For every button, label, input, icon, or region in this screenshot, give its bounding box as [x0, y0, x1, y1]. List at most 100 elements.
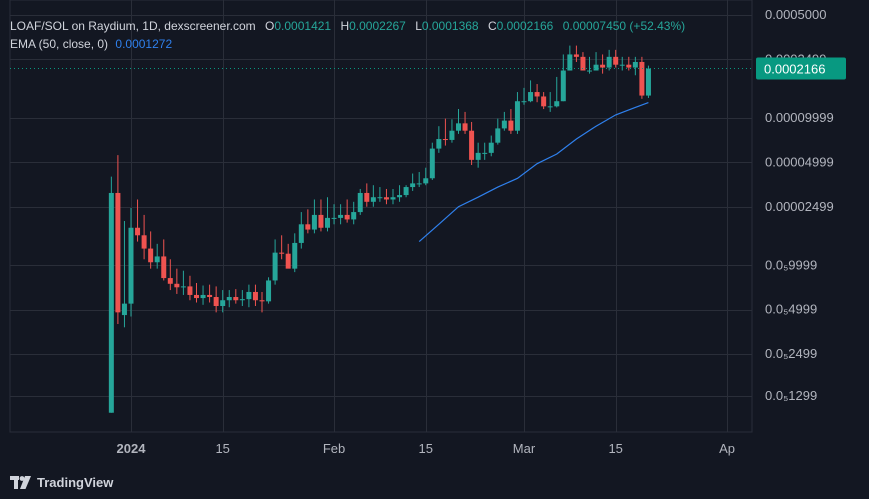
- candle-up[interactable]: [311, 199, 317, 234]
- candle-down[interactable]: [115, 155, 121, 325]
- candle-body: [436, 139, 442, 149]
- candle-down[interactable]: [233, 289, 239, 304]
- candle-up[interactable]: [370, 185, 376, 207]
- candle-down[interactable]: [207, 284, 213, 303]
- candle-down[interactable]: [364, 183, 370, 207]
- candle-up[interactable]: [488, 135, 494, 157]
- candle-down[interactable]: [279, 235, 285, 260]
- candle-down[interactable]: [508, 109, 514, 134]
- candle-up[interactable]: [528, 80, 534, 103]
- candle-down[interactable]: [442, 118, 448, 146]
- candle-up[interactable]: [403, 185, 409, 198]
- candle-down[interactable]: [383, 188, 389, 205]
- candle-down[interactable]: [626, 56, 632, 71]
- candle-up[interactable]: [351, 201, 357, 225]
- candle-up[interactable]: [560, 54, 566, 102]
- candle-up[interactable]: [272, 239, 278, 285]
- candle-down[interactable]: [174, 268, 180, 294]
- candle-up[interactable]: [593, 52, 599, 71]
- candle-down[interactable]: [161, 239, 167, 281]
- candle-down[interactable]: [580, 52, 586, 71]
- candle-down[interactable]: [541, 92, 547, 110]
- candle-up[interactable]: [547, 92, 553, 112]
- candle-down[interactable]: [613, 49, 619, 68]
- candle-up[interactable]: [325, 197, 330, 232]
- price-axis[interactable]: 0.00050000.00024990.000099990.000049990.…: [765, 7, 834, 403]
- tradingview-logo[interactable]: TradingView: [10, 475, 113, 490]
- candle-down[interactable]: [194, 282, 199, 303]
- candle-up[interactable]: [449, 119, 455, 143]
- candle-up[interactable]: [220, 290, 226, 313]
- candle-up[interactable]: [226, 290, 232, 308]
- candle-down[interactable]: [534, 84, 540, 103]
- candle-up[interactable]: [514, 92, 520, 134]
- candle-up[interactable]: [423, 167, 429, 186]
- candle-up[interactable]: [298, 212, 304, 249]
- candle-up[interactable]: [377, 187, 383, 202]
- last-price-badge: [756, 57, 846, 80]
- candle-up[interactable]: [482, 142, 488, 160]
- price-tick-label: 0.00009999: [765, 110, 834, 125]
- candle-down[interactable]: [259, 291, 265, 313]
- high-value: 0.0002267: [349, 19, 406, 33]
- candle-down[interactable]: [148, 231, 154, 269]
- candle-down[interactable]: [187, 275, 193, 301]
- candle-down[interactable]: [305, 209, 311, 234]
- candle-up[interactable]: [108, 176, 114, 413]
- candle-body: [252, 291, 258, 301]
- candles[interactable]: [108, 45, 651, 413]
- candle-up[interactable]: [128, 208, 134, 317]
- candle-up[interactable]: [121, 221, 127, 328]
- candle-down[interactable]: [213, 286, 219, 313]
- candle-up[interactable]: [390, 188, 396, 205]
- candle-up[interactable]: [567, 45, 573, 71]
- candle-up[interactable]: [495, 118, 501, 145]
- candle-up[interactable]: [587, 56, 592, 74]
- candle-body: [521, 101, 527, 103]
- candle-down[interactable]: [141, 214, 147, 260]
- candle-body: [462, 123, 468, 131]
- candle-up[interactable]: [554, 76, 560, 108]
- candle-down[interactable]: [167, 259, 173, 291]
- candle-up[interactable]: [456, 109, 461, 134]
- candle-down[interactable]: [285, 243, 291, 269]
- candle-up[interactable]: [410, 173, 416, 191]
- candle-up[interactable]: [154, 243, 160, 269]
- candle-up[interactable]: [338, 204, 344, 225]
- candle-up[interactable]: [397, 185, 403, 202]
- candle-down[interactable]: [469, 121, 475, 165]
- candle-up[interactable]: [416, 172, 422, 188]
- candle-down[interactable]: [252, 284, 258, 307]
- candle-up[interactable]: [632, 56, 638, 76]
- candle-up[interactable]: [436, 126, 442, 153]
- candle-up[interactable]: [357, 188, 363, 215]
- close-label: C: [487, 19, 497, 33]
- candle-up[interactable]: [200, 285, 206, 305]
- candle-down[interactable]: [318, 199, 324, 232]
- candle-up[interactable]: [475, 142, 481, 168]
- candle-down[interactable]: [600, 54, 606, 74]
- candle-down[interactable]: [344, 199, 350, 223]
- candle-up[interactable]: [246, 284, 252, 308]
- candle-up[interactable]: [606, 49, 612, 71]
- candle-down[interactable]: [573, 45, 579, 62]
- candle-down[interactable]: [639, 56, 645, 99]
- candle-up[interactable]: [239, 290, 245, 307]
- candle-up[interactable]: [292, 233, 298, 273]
- candle-down[interactable]: [135, 199, 141, 242]
- candle-down[interactable]: [462, 111, 468, 134]
- candle-body: [632, 61, 638, 68]
- time-axis[interactable]: 2024 15 Feb 15 Mar 15 Ap: [117, 441, 735, 456]
- candle-up[interactable]: [645, 65, 651, 98]
- tradingview-icon: [10, 475, 31, 489]
- candle-up[interactable]: [331, 204, 337, 225]
- candle-up[interactable]: [521, 87, 527, 105]
- candle-up[interactable]: [429, 142, 435, 180]
- candle-up[interactable]: [180, 270, 186, 295]
- candle-body: [449, 130, 455, 140]
- candle-up[interactable]: [266, 277, 272, 304]
- candle-body: [554, 101, 560, 107]
- candle-up[interactable]: [501, 111, 507, 131]
